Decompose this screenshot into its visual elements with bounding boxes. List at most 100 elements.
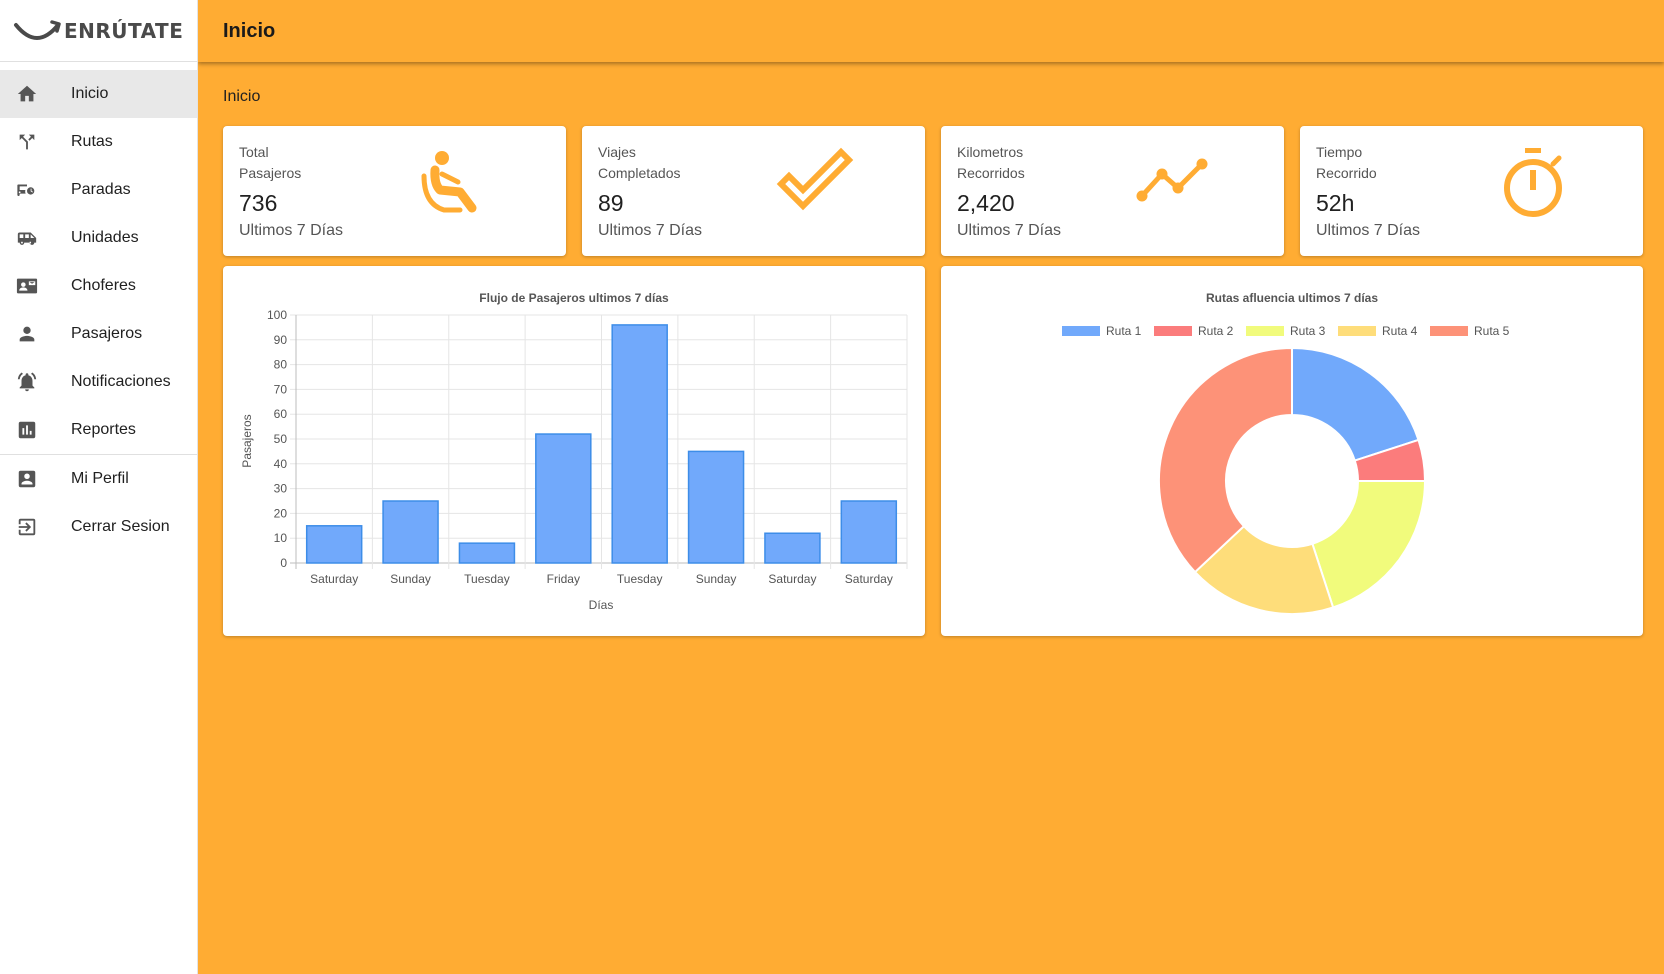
- sidebar-item-rutas[interactable]: Rutas: [0, 118, 197, 166]
- bar[interactable]: [840, 500, 898, 564]
- bar[interactable]: [687, 450, 745, 564]
- legend-swatch: [1062, 326, 1100, 336]
- sidebar-item-label: Rutas: [71, 133, 113, 150]
- x-axis: Saturday Sunday Tuesday Friday Tuesday Sunday…: [310, 572, 893, 586]
- sidebar-item-cerrar-sesion[interactable]: Cerrar Sesion: [0, 503, 197, 551]
- y-tick-label: 70: [274, 382, 288, 396]
- logo[interactable]: ENRÚTATE: [0, 0, 197, 62]
- chart-legend: Ruta 1 Ruta 2 Ruta 3 Ruta 4 Ruta 5: [1062, 324, 1510, 338]
- stat-label: Tiempo Recorrido: [1316, 144, 1377, 181]
- chart-title: Rutas afluencia ultimos 7 días: [1206, 291, 1378, 305]
- y-tick-label: 60: [274, 407, 288, 421]
- route-split-icon: [15, 130, 39, 154]
- y-tick-label: 100: [267, 308, 287, 322]
- sidebar-item-choferes[interactable]: Choferes: [0, 262, 197, 310]
- chart-grid: [290, 314, 908, 569]
- sidebar-item-label: Cerrar Sesion: [71, 518, 170, 535]
- trend-line-icon: [1134, 146, 1214, 226]
- checkmark-icon: [775, 146, 855, 226]
- stat-card-pasajeros: Total Pasajeros 736 Ultimos 7 Días: [223, 126, 566, 256]
- x-tick-label: Saturday: [768, 572, 816, 586]
- contact-card-icon: [15, 274, 39, 298]
- bar-series: [305, 324, 898, 564]
- page-title: Inicio: [223, 19, 276, 42]
- stat-label: Viajes Completados: [598, 144, 681, 181]
- sidebar-item-label: Choferes: [71, 277, 136, 294]
- donut-chart: Rutas afluencia ultimos 7 días Ruta 1 Rut…: [1062, 291, 1510, 615]
- bar-chart-card: Flujo de Pasajeros ultimos 7 días 0 10 20 3…: [223, 266, 925, 636]
- legend-label[interactable]: Ruta 2: [1198, 324, 1234, 338]
- y-tick-label: 90: [274, 333, 288, 347]
- bar[interactable]: [458, 542, 516, 564]
- stat-value: 52h: [1316, 190, 1355, 216]
- sidebar-item-label: Pasajeros: [71, 325, 143, 342]
- stat-subtitle: Ultimos 7 Días: [1316, 222, 1421, 239]
- stat-value: 736: [239, 190, 278, 216]
- x-tick-label: Tuesday: [464, 572, 510, 586]
- sidebar-item-mi-perfil[interactable]: Mi Perfil: [0, 455, 197, 503]
- y-tick-label: 20: [274, 506, 288, 520]
- alarm-bell-icon: [15, 370, 39, 394]
- stat-subtitle: Ultimos 7 Días: [598, 222, 703, 239]
- bar[interactable]: [382, 500, 439, 564]
- stat-card-kilometros: Kilometros Recorridos 2,420 Ultimos 7 Día…: [941, 126, 1284, 256]
- sidebar-item-notificaciones[interactable]: Notificaciones: [0, 358, 197, 406]
- y-axis-label: Pasajeros: [240, 414, 254, 467]
- bar[interactable]: [764, 532, 821, 564]
- x-tick-label: Saturday: [310, 572, 358, 586]
- stat-card-tiempo: Tiempo Recorrido 52h Ultimos 7 Días: [1300, 126, 1643, 256]
- pie-slice[interactable]: [1291, 346, 1420, 462]
- app-bar: Inicio: [198, 0, 1664, 62]
- bar-chart-icon: [15, 418, 39, 442]
- sidebar-item-pasajeros[interactable]: Pasajeros: [0, 310, 197, 358]
- donut-chart-card: Rutas afluencia ultimos 7 días Ruta 1 Rut…: [941, 266, 1643, 636]
- legend-swatch: [1338, 326, 1376, 336]
- brand-name: ENRÚTATE: [64, 18, 184, 43]
- legend-label[interactable]: Ruta 4: [1382, 324, 1418, 338]
- stat-label: Total Pasajeros: [239, 144, 302, 181]
- y-axis: 0 10 20 30 40 50 60 70 80 90 100: [267, 308, 287, 570]
- bar[interactable]: [611, 324, 668, 564]
- sidebar-divider: [0, 454, 197, 455]
- legend-label[interactable]: Ruta 3: [1290, 324, 1326, 338]
- sidebar-item-unidades[interactable]: Unidades: [0, 214, 197, 262]
- bar[interactable]: [535, 433, 592, 564]
- sidebar-item-reportes[interactable]: Reportes: [0, 406, 197, 454]
- x-tick-label: Saturday: [845, 572, 893, 586]
- chart-title: Flujo de Pasajeros ultimos 7 días: [479, 291, 669, 305]
- stat-value: 2,420: [957, 190, 1015, 216]
- x-tick-label: Tuesday: [617, 572, 663, 586]
- stat-subtitle: Ultimos 7 Días: [239, 222, 344, 239]
- pie-slice[interactable]: [1311, 480, 1427, 609]
- pie-slice[interactable]: [1158, 346, 1293, 574]
- stat-label: Kilometros Recorridos: [957, 144, 1025, 181]
- sidebar-item-label: Inicio: [71, 85, 109, 102]
- sidebar-item-inicio[interactable]: Inicio: [0, 70, 197, 118]
- y-tick-label: 50: [274, 432, 288, 446]
- y-tick-label: 10: [274, 531, 288, 545]
- sidebar-nav: Inicio Rutas Paradas Unidades Choferes P…: [0, 62, 197, 551]
- sidebar-item-label: Unidades: [71, 229, 139, 246]
- stopwatch-icon: [1493, 146, 1573, 226]
- logout-icon: [15, 515, 39, 539]
- bus-stop-icon: [15, 178, 39, 202]
- y-tick-label: 0: [280, 556, 287, 570]
- sidebar: ENRÚTATE Inicio Rutas Paradas Unidades C…: [0, 0, 198, 974]
- legend-swatch: [1430, 326, 1468, 336]
- y-tick-label: 30: [274, 482, 288, 496]
- bar[interactable]: [305, 525, 363, 564]
- legend-label[interactable]: Ruta 5: [1474, 324, 1510, 338]
- pie-series: [1158, 346, 1427, 615]
- x-tick-label: Sunday: [696, 572, 737, 586]
- stat-subtitle: Ultimos 7 Días: [957, 222, 1062, 239]
- sidebar-item-label: Mi Perfil: [71, 470, 129, 487]
- x-tick-label: Sunday: [390, 572, 431, 586]
- y-tick-label: 40: [274, 457, 288, 471]
- legend-swatch: [1246, 326, 1284, 336]
- sidebar-item-paradas[interactable]: Paradas: [0, 166, 197, 214]
- stat-card-viajes: Viajes Completados 89 Ultimos 7 Días: [582, 126, 925, 256]
- legend-label[interactable]: Ruta 1: [1106, 324, 1142, 338]
- bar-chart: Flujo de Pasajeros ultimos 7 días 0 10 20 3…: [240, 291, 908, 612]
- breadcrumb: Inicio: [223, 88, 261, 105]
- person-icon: [15, 322, 39, 346]
